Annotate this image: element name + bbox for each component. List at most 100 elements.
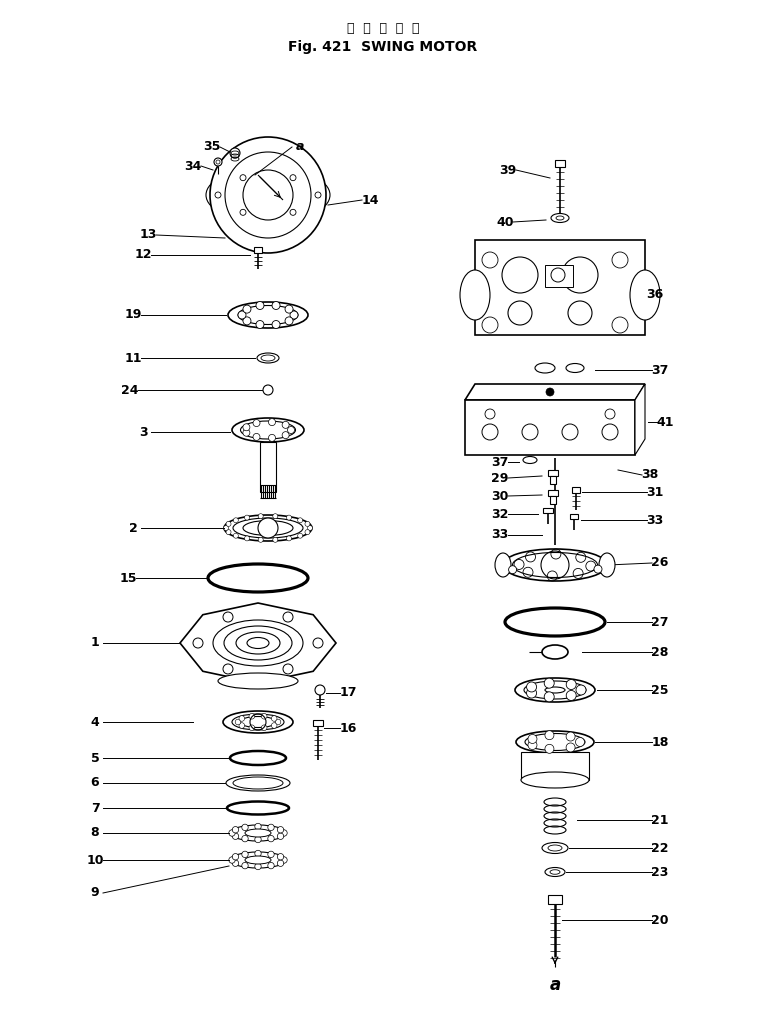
Circle shape bbox=[249, 725, 254, 731]
Circle shape bbox=[210, 137, 326, 253]
Ellipse shape bbox=[232, 714, 284, 730]
Bar bbox=[570, 514, 578, 519]
Circle shape bbox=[255, 823, 261, 830]
Circle shape bbox=[502, 257, 538, 293]
Text: 37: 37 bbox=[491, 455, 509, 469]
Circle shape bbox=[256, 321, 264, 329]
Text: 25: 25 bbox=[651, 684, 669, 697]
Circle shape bbox=[256, 301, 264, 309]
Bar bbox=[465, 400, 635, 455]
Ellipse shape bbox=[599, 553, 615, 577]
Text: 38: 38 bbox=[641, 469, 659, 481]
Text: 33: 33 bbox=[647, 514, 663, 526]
Ellipse shape bbox=[545, 868, 565, 877]
Circle shape bbox=[283, 664, 293, 674]
Circle shape bbox=[224, 525, 228, 530]
Circle shape bbox=[261, 713, 267, 720]
Circle shape bbox=[285, 305, 293, 314]
Circle shape bbox=[249, 713, 254, 720]
Text: 3: 3 bbox=[139, 426, 147, 439]
Ellipse shape bbox=[224, 626, 292, 660]
Ellipse shape bbox=[228, 302, 308, 328]
Circle shape bbox=[286, 515, 292, 520]
Bar bbox=[313, 720, 323, 726]
Circle shape bbox=[482, 252, 498, 268]
Circle shape bbox=[562, 257, 598, 293]
Ellipse shape bbox=[224, 515, 312, 541]
Circle shape bbox=[242, 862, 248, 869]
Circle shape bbox=[612, 252, 628, 268]
Text: 35: 35 bbox=[203, 141, 221, 153]
Ellipse shape bbox=[515, 678, 595, 702]
Circle shape bbox=[226, 529, 231, 535]
Text: 1: 1 bbox=[90, 636, 100, 650]
Text: 37: 37 bbox=[651, 364, 669, 376]
Ellipse shape bbox=[630, 270, 660, 320]
Ellipse shape bbox=[556, 216, 564, 220]
Polygon shape bbox=[465, 384, 645, 400]
Text: Fig. 421  SWING MOTOR: Fig. 421 SWING MOTOR bbox=[288, 40, 478, 54]
Circle shape bbox=[307, 525, 313, 530]
Ellipse shape bbox=[232, 418, 304, 442]
Circle shape bbox=[566, 680, 576, 690]
Circle shape bbox=[255, 850, 261, 856]
Circle shape bbox=[268, 824, 274, 831]
Circle shape bbox=[612, 317, 628, 333]
Text: 41: 41 bbox=[656, 415, 674, 429]
Circle shape bbox=[275, 720, 281, 725]
Circle shape bbox=[239, 723, 244, 728]
Circle shape bbox=[261, 725, 267, 731]
Circle shape bbox=[271, 723, 277, 728]
Circle shape bbox=[282, 421, 289, 429]
Circle shape bbox=[229, 830, 235, 836]
Circle shape bbox=[234, 518, 238, 523]
Circle shape bbox=[528, 734, 537, 743]
Bar bbox=[548, 470, 558, 476]
Circle shape bbox=[215, 192, 221, 198]
Circle shape bbox=[290, 210, 296, 215]
Text: 20: 20 bbox=[651, 914, 669, 926]
Circle shape bbox=[575, 737, 584, 746]
Circle shape bbox=[242, 824, 248, 831]
Circle shape bbox=[545, 744, 554, 754]
Circle shape bbox=[255, 864, 261, 870]
Ellipse shape bbox=[548, 845, 562, 851]
Text: 24: 24 bbox=[121, 383, 139, 397]
Text: 13: 13 bbox=[139, 228, 157, 242]
Circle shape bbox=[272, 301, 280, 309]
Circle shape bbox=[544, 678, 555, 688]
Bar bbox=[521, 752, 589, 780]
Bar bbox=[475, 240, 645, 335]
Circle shape bbox=[232, 833, 239, 840]
Circle shape bbox=[277, 860, 283, 867]
Circle shape bbox=[526, 688, 536, 698]
Bar bbox=[555, 160, 565, 167]
Circle shape bbox=[268, 862, 274, 869]
Circle shape bbox=[235, 720, 241, 725]
Bar bbox=[550, 476, 556, 484]
Circle shape bbox=[281, 856, 287, 864]
Text: 18: 18 bbox=[651, 735, 669, 748]
Text: 30: 30 bbox=[491, 489, 509, 503]
Circle shape bbox=[551, 268, 565, 282]
Circle shape bbox=[240, 175, 246, 181]
Circle shape bbox=[268, 836, 274, 842]
Circle shape bbox=[298, 518, 303, 523]
Circle shape bbox=[242, 851, 248, 857]
Circle shape bbox=[277, 833, 283, 840]
Circle shape bbox=[277, 853, 283, 860]
Ellipse shape bbox=[521, 772, 589, 788]
Circle shape bbox=[509, 565, 516, 574]
Text: 11: 11 bbox=[124, 352, 142, 365]
Ellipse shape bbox=[230, 852, 286, 868]
Text: 22: 22 bbox=[651, 842, 669, 854]
Circle shape bbox=[482, 317, 498, 333]
Circle shape bbox=[568, 301, 592, 325]
Circle shape bbox=[566, 743, 575, 751]
Circle shape bbox=[243, 424, 250, 431]
Ellipse shape bbox=[551, 214, 569, 222]
Text: 15: 15 bbox=[119, 572, 137, 585]
Circle shape bbox=[287, 427, 294, 434]
Bar bbox=[543, 508, 553, 513]
Polygon shape bbox=[635, 384, 645, 455]
